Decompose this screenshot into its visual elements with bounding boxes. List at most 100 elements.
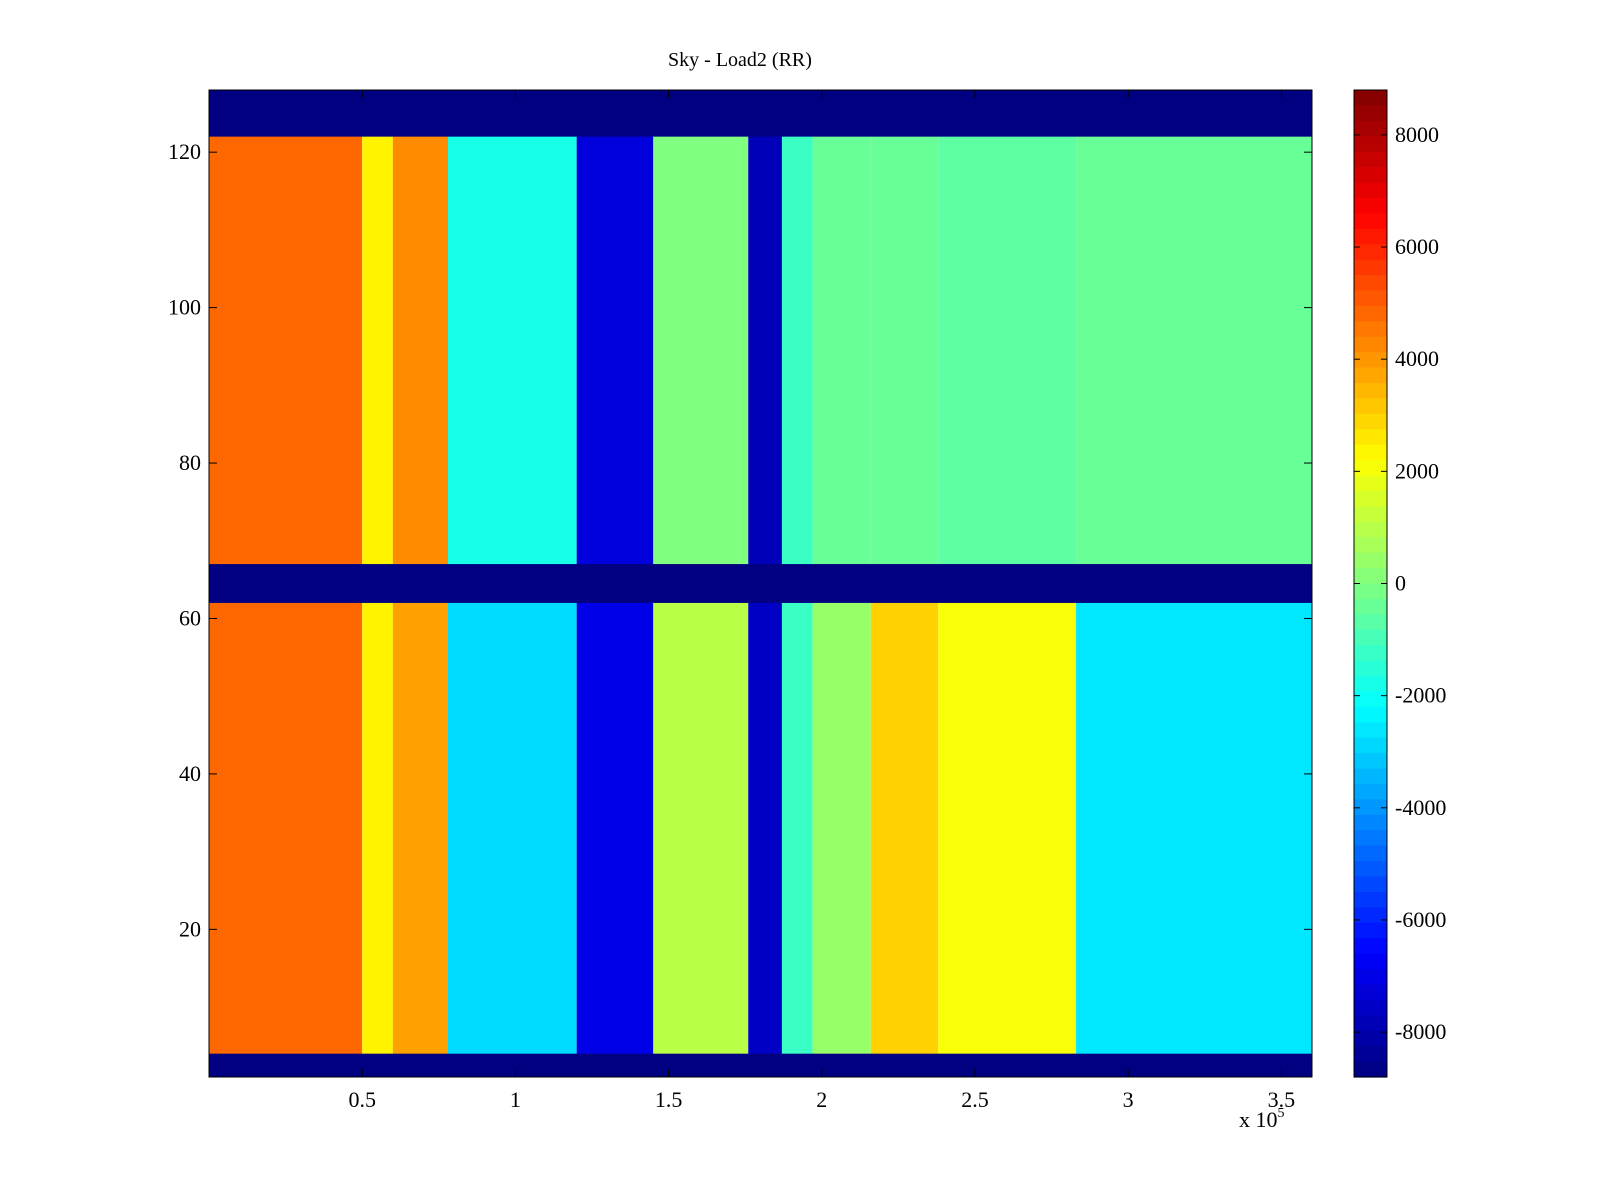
heatmap-segment-lower: [748, 583, 782, 1077]
heatmap-segment-lower: [1076, 583, 1312, 1077]
colorbar-step: [1354, 1061, 1387, 1078]
colorbar-step: [1354, 228, 1387, 245]
colorbar-step: [1354, 383, 1387, 400]
colorbar-step: [1354, 1030, 1387, 1047]
x-tick-label: 2.5: [961, 1087, 989, 1112]
colorbar-step: [1354, 922, 1387, 939]
heatmap-plot-area: [208, 89, 1313, 1078]
colorbar-step: [1354, 367, 1387, 384]
heatmap-segment-upper: [781, 90, 813, 584]
colorbar-tick-label: -8000: [1395, 1019, 1446, 1044]
colorbar-step: [1354, 305, 1387, 322]
colorbar-step: [1354, 151, 1387, 168]
colorbar-step: [1354, 845, 1387, 862]
colorbar-step: [1354, 938, 1387, 955]
colorbar-step: [1354, 275, 1387, 292]
colorbar-step: [1354, 490, 1387, 507]
colorbar-step: [1354, 136, 1387, 153]
colorbar-step: [1354, 691, 1387, 708]
colorbar-step: [1354, 475, 1387, 492]
colorbar-step: [1354, 259, 1387, 276]
y-tick-label: 40: [179, 761, 201, 786]
colorbar-tick-label: -6000: [1395, 907, 1446, 932]
colorbar-step: [1354, 583, 1387, 600]
colorbar-step: [1354, 969, 1387, 986]
colorbar-step: [1354, 660, 1387, 677]
masked-row-band: [209, 90, 1312, 137]
colorbar-step: [1354, 676, 1387, 693]
colorbar-step: [1354, 521, 1387, 538]
y-tick-label: 60: [179, 605, 201, 630]
colorbar-step: [1354, 737, 1387, 754]
colorbar-step: [1354, 568, 1387, 585]
colorbar-step: [1354, 120, 1387, 137]
colorbar-step: [1354, 999, 1387, 1016]
x-tick-label: 1.5: [655, 1087, 683, 1112]
heatmap-segment-lower: [938, 583, 1077, 1077]
colorbar-step: [1354, 783, 1387, 801]
x-tick-label: 1: [510, 1087, 521, 1112]
colorbar-step: [1354, 552, 1387, 569]
colorbar-step: [1354, 244, 1387, 261]
colorbar-step: [1354, 197, 1387, 214]
colorbar-tick-label: -2000: [1395, 683, 1446, 708]
y-tick-label: 120: [168, 139, 201, 164]
colorbar-step: [1354, 706, 1387, 723]
colorbar-step: [1354, 830, 1387, 847]
heatmap-segment-upper: [938, 90, 1077, 584]
masked-row-band: [209, 1053, 1312, 1077]
colorbar-step: [1354, 645, 1387, 662]
masked-row-band: [209, 564, 1312, 603]
y-axis: 20 40 60 80 100 120: [168, 139, 1312, 941]
heatmap-segment-upper: [812, 90, 871, 584]
colorbar-step: [1354, 768, 1387, 785]
x-tick-label: 0.5: [348, 1087, 376, 1112]
colorbar-step: [1354, 598, 1387, 615]
heatmap-segment-upper: [447, 90, 577, 584]
heatmap-segment-upper: [576, 90, 654, 584]
colorbar-step: [1354, 90, 1387, 107]
x-multiplier-exponent: 5: [1278, 1106, 1285, 1121]
colorbar-step: [1354, 1046, 1387, 1063]
x-tick-label: 2: [816, 1087, 827, 1112]
y-tick-label: 100: [168, 295, 201, 320]
colorbar-step: [1354, 861, 1387, 878]
colorbar-step: [1354, 398, 1387, 415]
x-multiplier-base: x 10: [1239, 1107, 1278, 1132]
x-axis: 0.5 1 1.5 2 2.5 3 3.5: [348, 90, 1295, 1112]
y-tick-label: 80: [179, 450, 201, 475]
colorbar-tick-label: 0: [1395, 571, 1406, 596]
colorbar-step: [1354, 105, 1387, 122]
colorbar: 8000 6000 4000 2000 0 -2000 -4000 -6000 -8000: [1353, 89, 1446, 1078]
heatmap-segment-upper: [870, 90, 939, 584]
colorbar-step: [1354, 953, 1387, 970]
colorbar-tick-label: -4000: [1395, 795, 1446, 820]
heatmap-segment-upper: [362, 90, 393, 584]
colorbar-step: [1354, 614, 1387, 631]
heatmap-segment-lower: [781, 583, 813, 1077]
x-multiplier-label: x 105: [1239, 1106, 1285, 1132]
y-tick-label: 20: [179, 916, 201, 941]
colorbar-step: [1354, 506, 1387, 523]
heatmap-segment-lower: [870, 583, 939, 1077]
chart-title: Sky - Load2 (RR): [668, 49, 812, 71]
heatmap-segment-lower: [392, 583, 448, 1077]
colorbar-step: [1354, 352, 1387, 369]
heatmap-segment-lower: [447, 583, 577, 1077]
colorbar-step: [1354, 1015, 1387, 1032]
colorbar-step: [1354, 336, 1387, 353]
colorbar-step: [1354, 722, 1387, 739]
colorbar-step: [1354, 321, 1387, 338]
colorbar-step: [1354, 413, 1387, 430]
colorbar-tick-label: 6000: [1395, 234, 1439, 259]
heatmap-segment-lower: [653, 583, 749, 1077]
colorbar-step: [1354, 290, 1387, 307]
heatmap-segment-lower: [209, 583, 363, 1077]
colorbar-step: [1354, 460, 1387, 477]
plot-frame: [208, 89, 1313, 1078]
heatmap-segment-upper: [653, 90, 749, 584]
heatmap-segment-lower: [362, 583, 393, 1077]
x-tick-label: 3.5: [1268, 1087, 1296, 1112]
heatmap-segment-upper: [392, 90, 448, 584]
